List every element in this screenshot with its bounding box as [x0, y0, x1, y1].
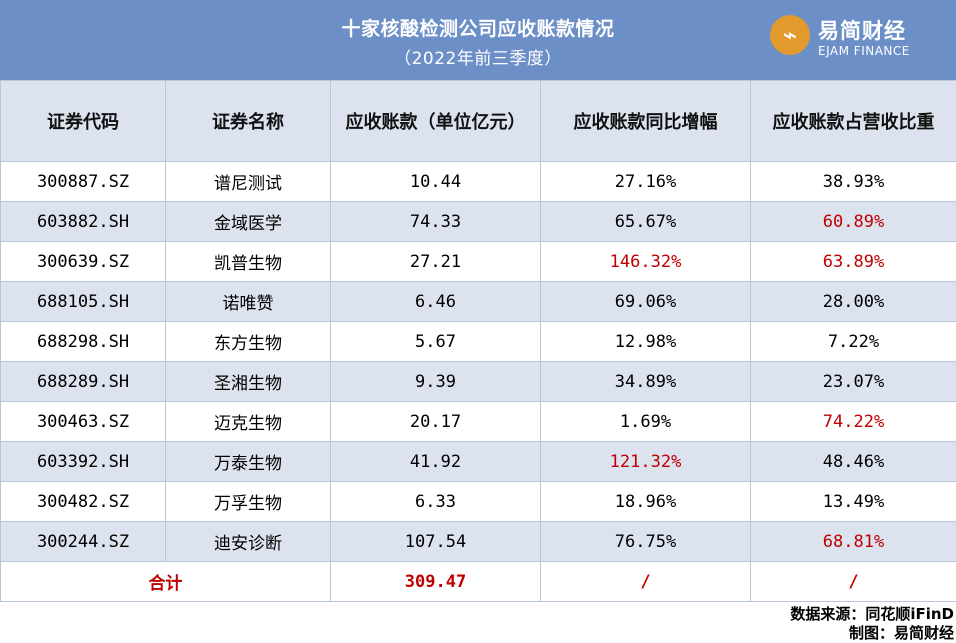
logo-cn-text: 易简财经 — [818, 15, 906, 45]
cell-code: 603392.SH — [1, 442, 166, 482]
column-header-name: 证券名称 — [166, 81, 331, 162]
total-label: 合计 — [1, 562, 331, 602]
cell-ratio: 68.81% — [751, 522, 956, 562]
cell-code: 300639.SZ — [1, 242, 166, 282]
cell-ratio: 23.07% — [751, 362, 956, 402]
cell-amount: 6.33 — [331, 482, 541, 522]
cell-name: 诺唯赞 — [166, 282, 331, 322]
cell-amount: 74.33 — [331, 202, 541, 242]
cell-ratio: 63.89% — [751, 242, 956, 282]
cell-yoy: 76.75% — [541, 522, 751, 562]
cell-amount: 6.46 — [331, 282, 541, 322]
cell-amount: 10.44 — [331, 162, 541, 202]
cell-yoy: 18.96% — [541, 482, 751, 522]
column-header-ratio: 应收账款占营收比重 — [751, 81, 956, 162]
cell-code: 300887.SZ — [1, 162, 166, 202]
cell-code: 688298.SH — [1, 322, 166, 362]
logo-en-text: EJAM FINANCE — [818, 44, 910, 58]
cell-amount: 107.54 — [331, 522, 541, 562]
column-header-amount: 应收账款（单位亿元） — [331, 81, 541, 162]
cell-ratio: 60.89% — [751, 202, 956, 242]
cell-yoy: 27.16% — [541, 162, 751, 202]
cell-code: 300244.SZ — [1, 522, 166, 562]
data-source-note: 数据来源：同花顺iFinD — [790, 603, 954, 624]
cell-ratio: 74.22% — [751, 402, 956, 442]
table-header-row: 证券代码 证券名称 应收账款（单位亿元） 应收账款同比增幅 应收账款占营收比重 — [1, 81, 956, 162]
cell-name: 谱尼测试 — [166, 162, 331, 202]
cell-yoy: 65.67% — [541, 202, 751, 242]
total-ratio: / — [751, 562, 956, 602]
cell-yoy: 121.32% — [541, 442, 751, 482]
cell-ratio: 48.46% — [751, 442, 956, 482]
total-yoy: / — [541, 562, 751, 602]
cell-name: 迪安诊断 — [166, 522, 331, 562]
cell-code: 688105.SH — [1, 282, 166, 322]
cell-amount: 20.17 — [331, 402, 541, 442]
cell-name: 万孚生物 — [166, 482, 331, 522]
cell-yoy: 1.69% — [541, 402, 751, 442]
lightning-icon: ⌁ — [770, 15, 810, 55]
cell-name: 凯普生物 — [166, 242, 331, 282]
title-bar: 十家核酸检测公司应收账款情况 （2022年前三季度） ⌁ 易简财经 EJAM F… — [0, 0, 956, 80]
cell-code: 300463.SZ — [1, 402, 166, 442]
cell-amount: 5.67 — [331, 322, 541, 362]
cell-yoy: 12.98% — [541, 322, 751, 362]
column-header-yoy: 应收账款同比增幅 — [541, 81, 751, 162]
column-header-code: 证券代码 — [1, 81, 166, 162]
cell-yoy: 146.32% — [541, 242, 751, 282]
brand-logo: ⌁ 易简财经 EJAM FINANCE — [770, 13, 940, 67]
table-total-row: 合计 309.47 / / — [1, 562, 956, 602]
cell-yoy: 69.06% — [541, 282, 751, 322]
chart-maker-note: 制图：易简财经 — [849, 622, 954, 643]
receivables-table: 证券代码 证券名称 应收账款（单位亿元） 应收账款同比增幅 应收账款占营收比重 … — [0, 80, 956, 602]
cell-ratio: 13.49% — [751, 482, 956, 522]
cell-name: 金域医学 — [166, 202, 331, 242]
cell-code: 603882.SH — [1, 202, 166, 242]
cell-code: 688289.SH — [1, 362, 166, 402]
cell-ratio: 38.93% — [751, 162, 956, 202]
total-amount: 309.47 — [331, 562, 541, 602]
cell-amount: 41.92 — [331, 442, 541, 482]
cell-yoy: 34.89% — [541, 362, 751, 402]
cell-ratio: 28.00% — [751, 282, 956, 322]
cell-ratio: 7.22% — [751, 322, 956, 362]
cell-code: 300482.SZ — [1, 482, 166, 522]
cell-name: 东方生物 — [166, 322, 331, 362]
cell-name: 万泰生物 — [166, 442, 331, 482]
cell-amount: 9.39 — [331, 362, 541, 402]
cell-name: 圣湘生物 — [166, 362, 331, 402]
cell-name: 迈克生物 — [166, 402, 331, 442]
cell-amount: 27.21 — [331, 242, 541, 282]
